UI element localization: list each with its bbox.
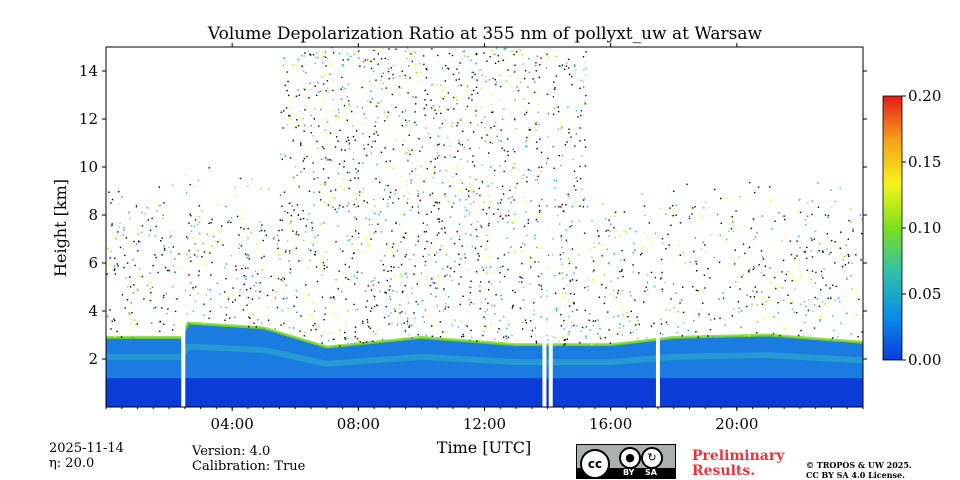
x-tick-label: 12:00 xyxy=(463,415,506,433)
sa-label: SA xyxy=(645,468,657,477)
colorbar-ticks: 0.00 0.05 0.10 0.15 0.20 xyxy=(902,87,941,369)
x-tick-label: 20:00 xyxy=(715,415,758,433)
colorbar-tick-label: 0.15 xyxy=(908,153,941,171)
boundary-layer-top xyxy=(106,321,864,349)
preliminary-line-2: Results. xyxy=(692,463,756,479)
mixing-layer-band xyxy=(106,343,864,367)
preliminary-results-note: Preliminary Results. xyxy=(692,449,784,479)
y-tick-label: 14 xyxy=(79,62,98,80)
y-tick-label: 4 xyxy=(88,302,98,320)
colorbar-tick-label: 0.10 xyxy=(908,219,941,237)
version-text: Version: 4.0 xyxy=(192,444,271,459)
copyright-line-2: CC BY SA 4.0 License. xyxy=(806,470,905,480)
badge-strip xyxy=(577,468,675,478)
y-tick-label: 2 xyxy=(88,350,98,368)
no-data-gap xyxy=(548,47,553,407)
attribution-icon: ● xyxy=(619,447,641,469)
copyright-note: © TROPOS & UW 2025. CC BY SA 4.0 License… xyxy=(806,460,912,480)
y-axis-label: Height [km] xyxy=(51,179,70,277)
no-data-gap xyxy=(542,47,547,407)
no-data-gap xyxy=(181,47,186,407)
cc-license-badge[interactable]: cc ● ↻ BY SA xyxy=(576,444,676,479)
copyright-line-1: © TROPOS & UW 2025. xyxy=(806,460,912,470)
by-label: BY xyxy=(623,468,635,477)
y-tick-label: 10 xyxy=(79,158,98,176)
colorbar xyxy=(882,95,903,361)
x-tick-label: 16:00 xyxy=(589,415,632,433)
preliminary-line-1: Preliminary xyxy=(692,448,785,464)
noise-speckle xyxy=(106,47,863,347)
plot-area xyxy=(106,47,864,407)
data-gaps xyxy=(181,47,660,407)
chart-title: Volume Depolarization Ratio at 355 nm of… xyxy=(207,24,763,44)
colorbar-tick-label: 0.00 xyxy=(908,351,941,369)
x-tick-label: 04:00 xyxy=(211,415,254,433)
y-axis: 2 4 6 8 10 12 14 xyxy=(79,62,867,368)
y-tick-label: 12 xyxy=(79,110,98,128)
x-axis: 04:00 08:00 12:00 16:00 20:00 xyxy=(105,43,864,433)
footer-date-block: 2025-11-14 η: 20.0 xyxy=(49,441,124,471)
y-tick-label: 6 xyxy=(88,254,98,272)
calibration-text: Calibration: True xyxy=(192,459,306,474)
colorbar-tick-label: 0.20 xyxy=(908,87,941,105)
y-tick-label: 8 xyxy=(88,206,98,224)
share-alike-icon: ↻ xyxy=(641,447,663,469)
x-axis-label: Time [UTC] xyxy=(437,438,531,457)
cc-icon: cc xyxy=(580,449,610,479)
x-tick-label: 08:00 xyxy=(337,415,380,433)
footer-version-block: Version: 4.0 Calibration: True xyxy=(192,444,305,474)
colorbar-tick-label: 0.05 xyxy=(908,285,941,303)
eta-text: η: 20.0 xyxy=(49,456,95,471)
no-data-gap xyxy=(655,47,660,407)
surface-layer xyxy=(106,378,863,407)
date-text: 2025-11-14 xyxy=(49,441,124,456)
